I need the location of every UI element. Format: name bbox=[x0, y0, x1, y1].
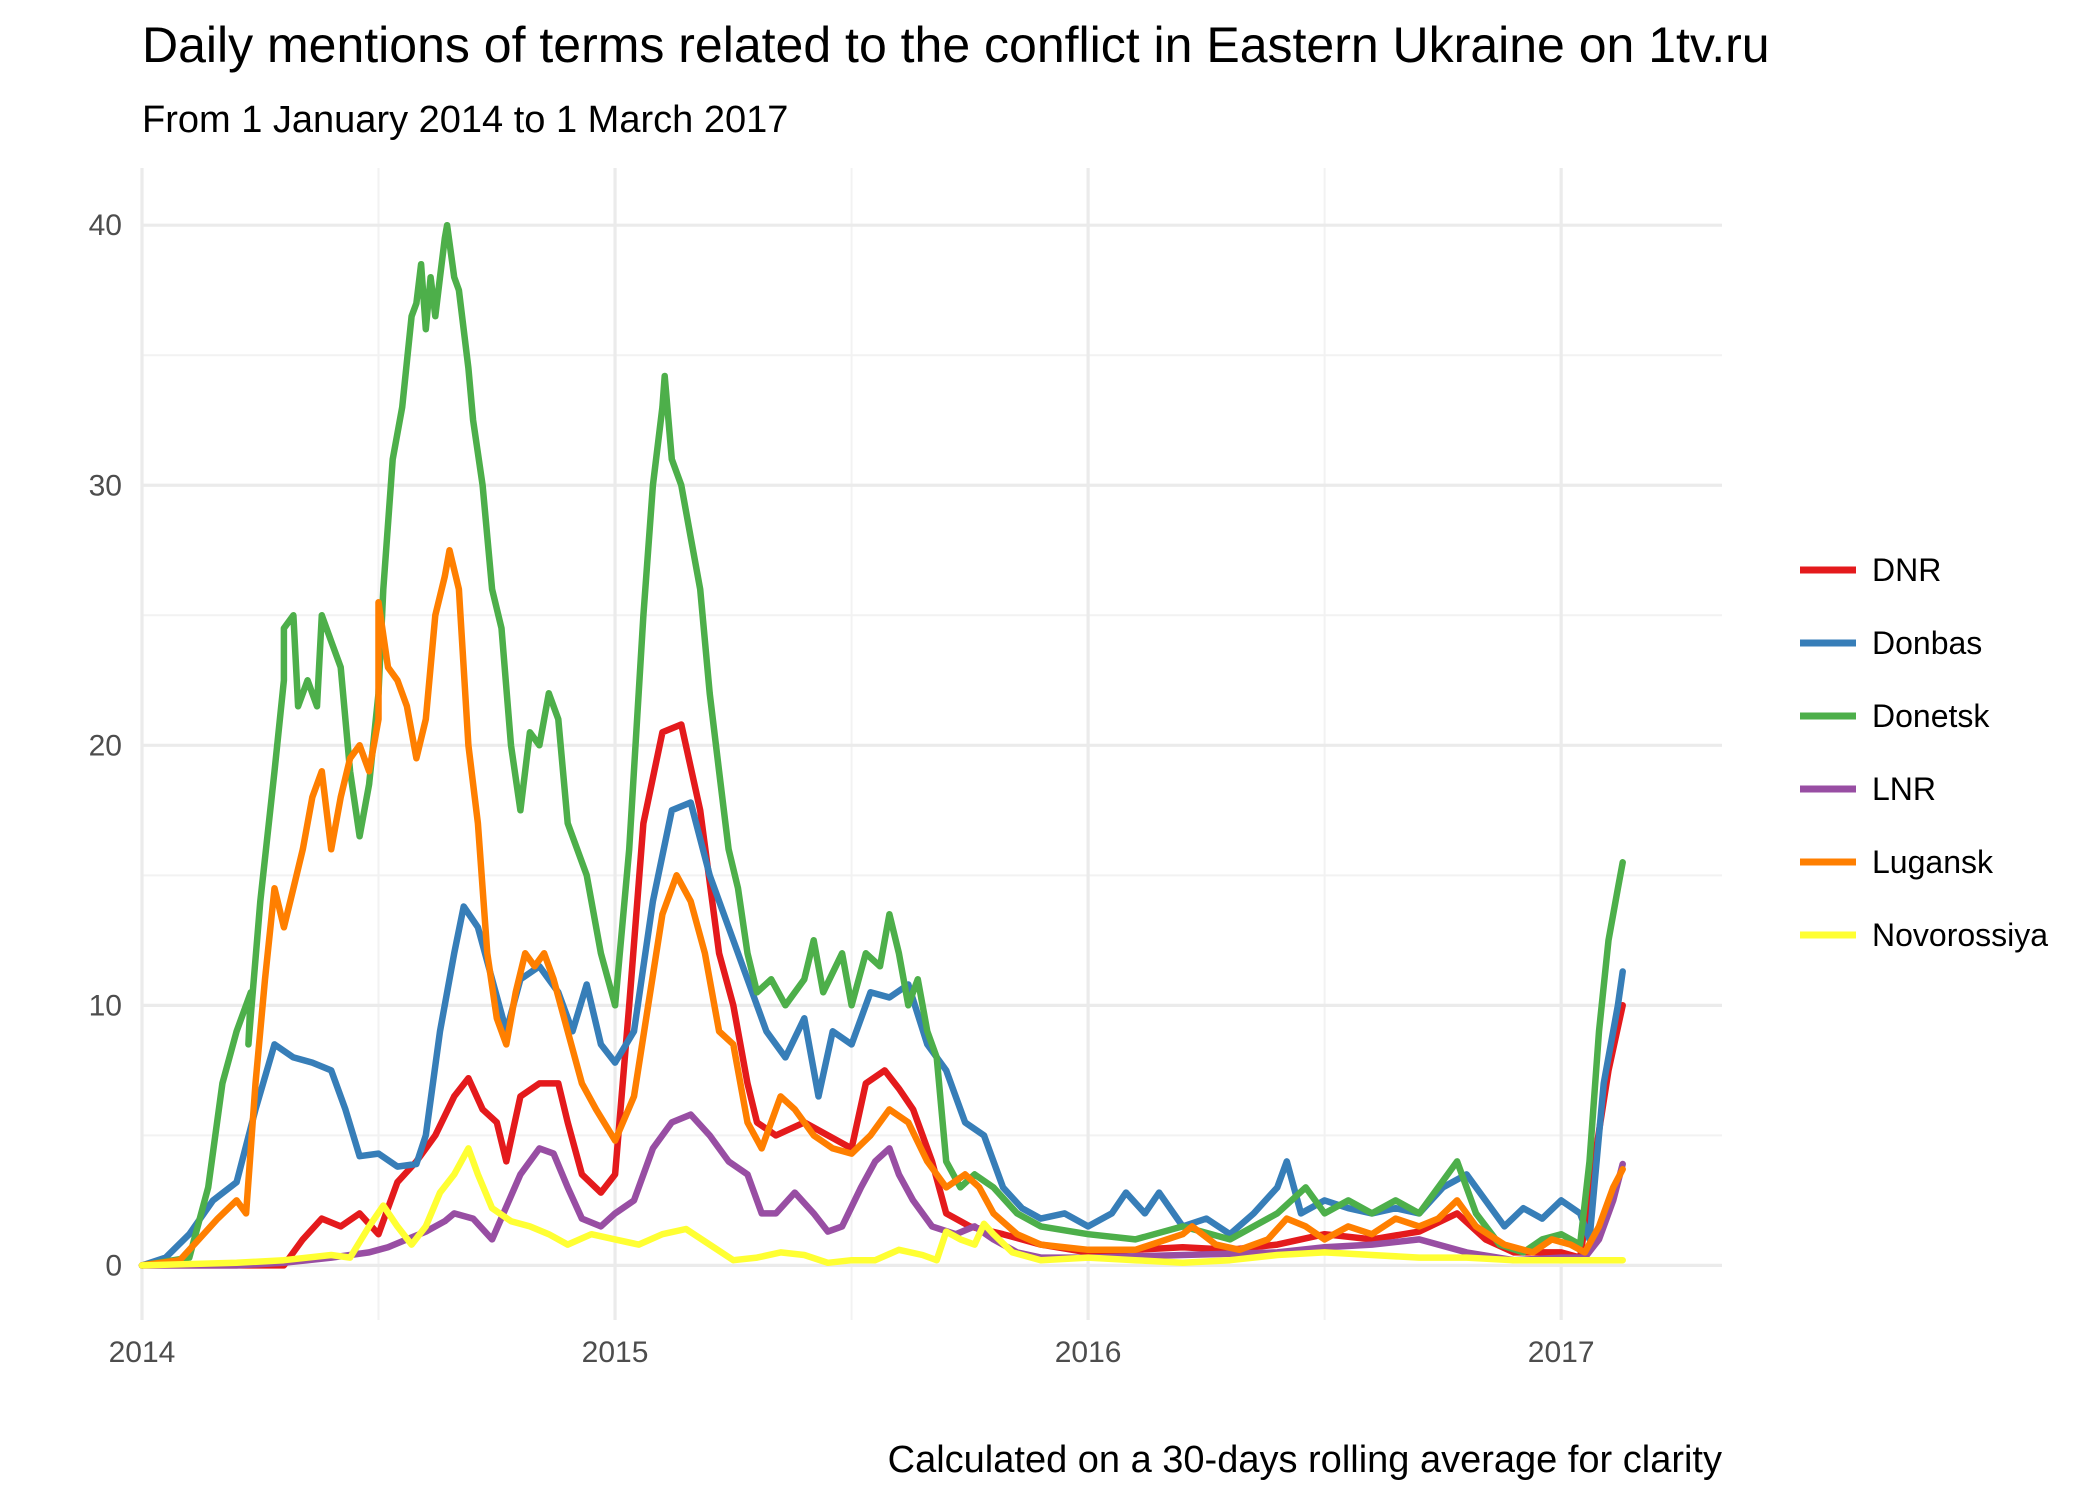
x-tick-label: 2015 bbox=[582, 1336, 649, 1369]
x-tick-label: 2014 bbox=[109, 1336, 176, 1369]
legend-label-lnr: LNR bbox=[1872, 771, 1936, 807]
series-line-donetsk bbox=[138, 221, 1626, 1269]
series-line-lnr bbox=[138, 1111, 1626, 1269]
series-line-novorossiya bbox=[138, 1145, 1626, 1269]
y-tick-label: 30 bbox=[89, 469, 122, 502]
x-tick-label: 2017 bbox=[1528, 1336, 1595, 1369]
grid-lines bbox=[140, 168, 1722, 1320]
legend-label-dnr: DNR bbox=[1872, 552, 1941, 588]
legend: DNR Donbas Donetsk LNR Lugansk Novorossiya bbox=[1800, 552, 2048, 953]
chart-subtitle: From 1 January 2014 to 1 March 2017 bbox=[142, 99, 788, 141]
legend-label-lugansk: Lugansk bbox=[1872, 844, 1994, 880]
y-tick-label: 20 bbox=[89, 729, 122, 762]
series-line-donbas bbox=[138, 799, 1626, 1269]
series-lines bbox=[138, 221, 1626, 1269]
series-line-lugansk bbox=[138, 547, 1626, 1269]
legend-label-donetsk: Donetsk bbox=[1872, 698, 1990, 734]
axis-tick-labels: 2014 2015 2016 2017 0 10 20 30 40 bbox=[89, 209, 1595, 1369]
x-tick-label: 2016 bbox=[1055, 1336, 1122, 1369]
chart-caption: Calculated on a 30-days rolling average … bbox=[888, 1439, 1722, 1481]
y-tick-label: 10 bbox=[89, 989, 122, 1022]
y-tick-label: 0 bbox=[105, 1249, 122, 1282]
legend-label-donbas: Donbas bbox=[1872, 625, 1982, 661]
y-tick-label: 40 bbox=[89, 209, 122, 242]
chart-title: Daily mentions of terms related to the c… bbox=[142, 17, 1770, 73]
legend-label-novorossiya: Novorossiya bbox=[1872, 917, 2048, 953]
